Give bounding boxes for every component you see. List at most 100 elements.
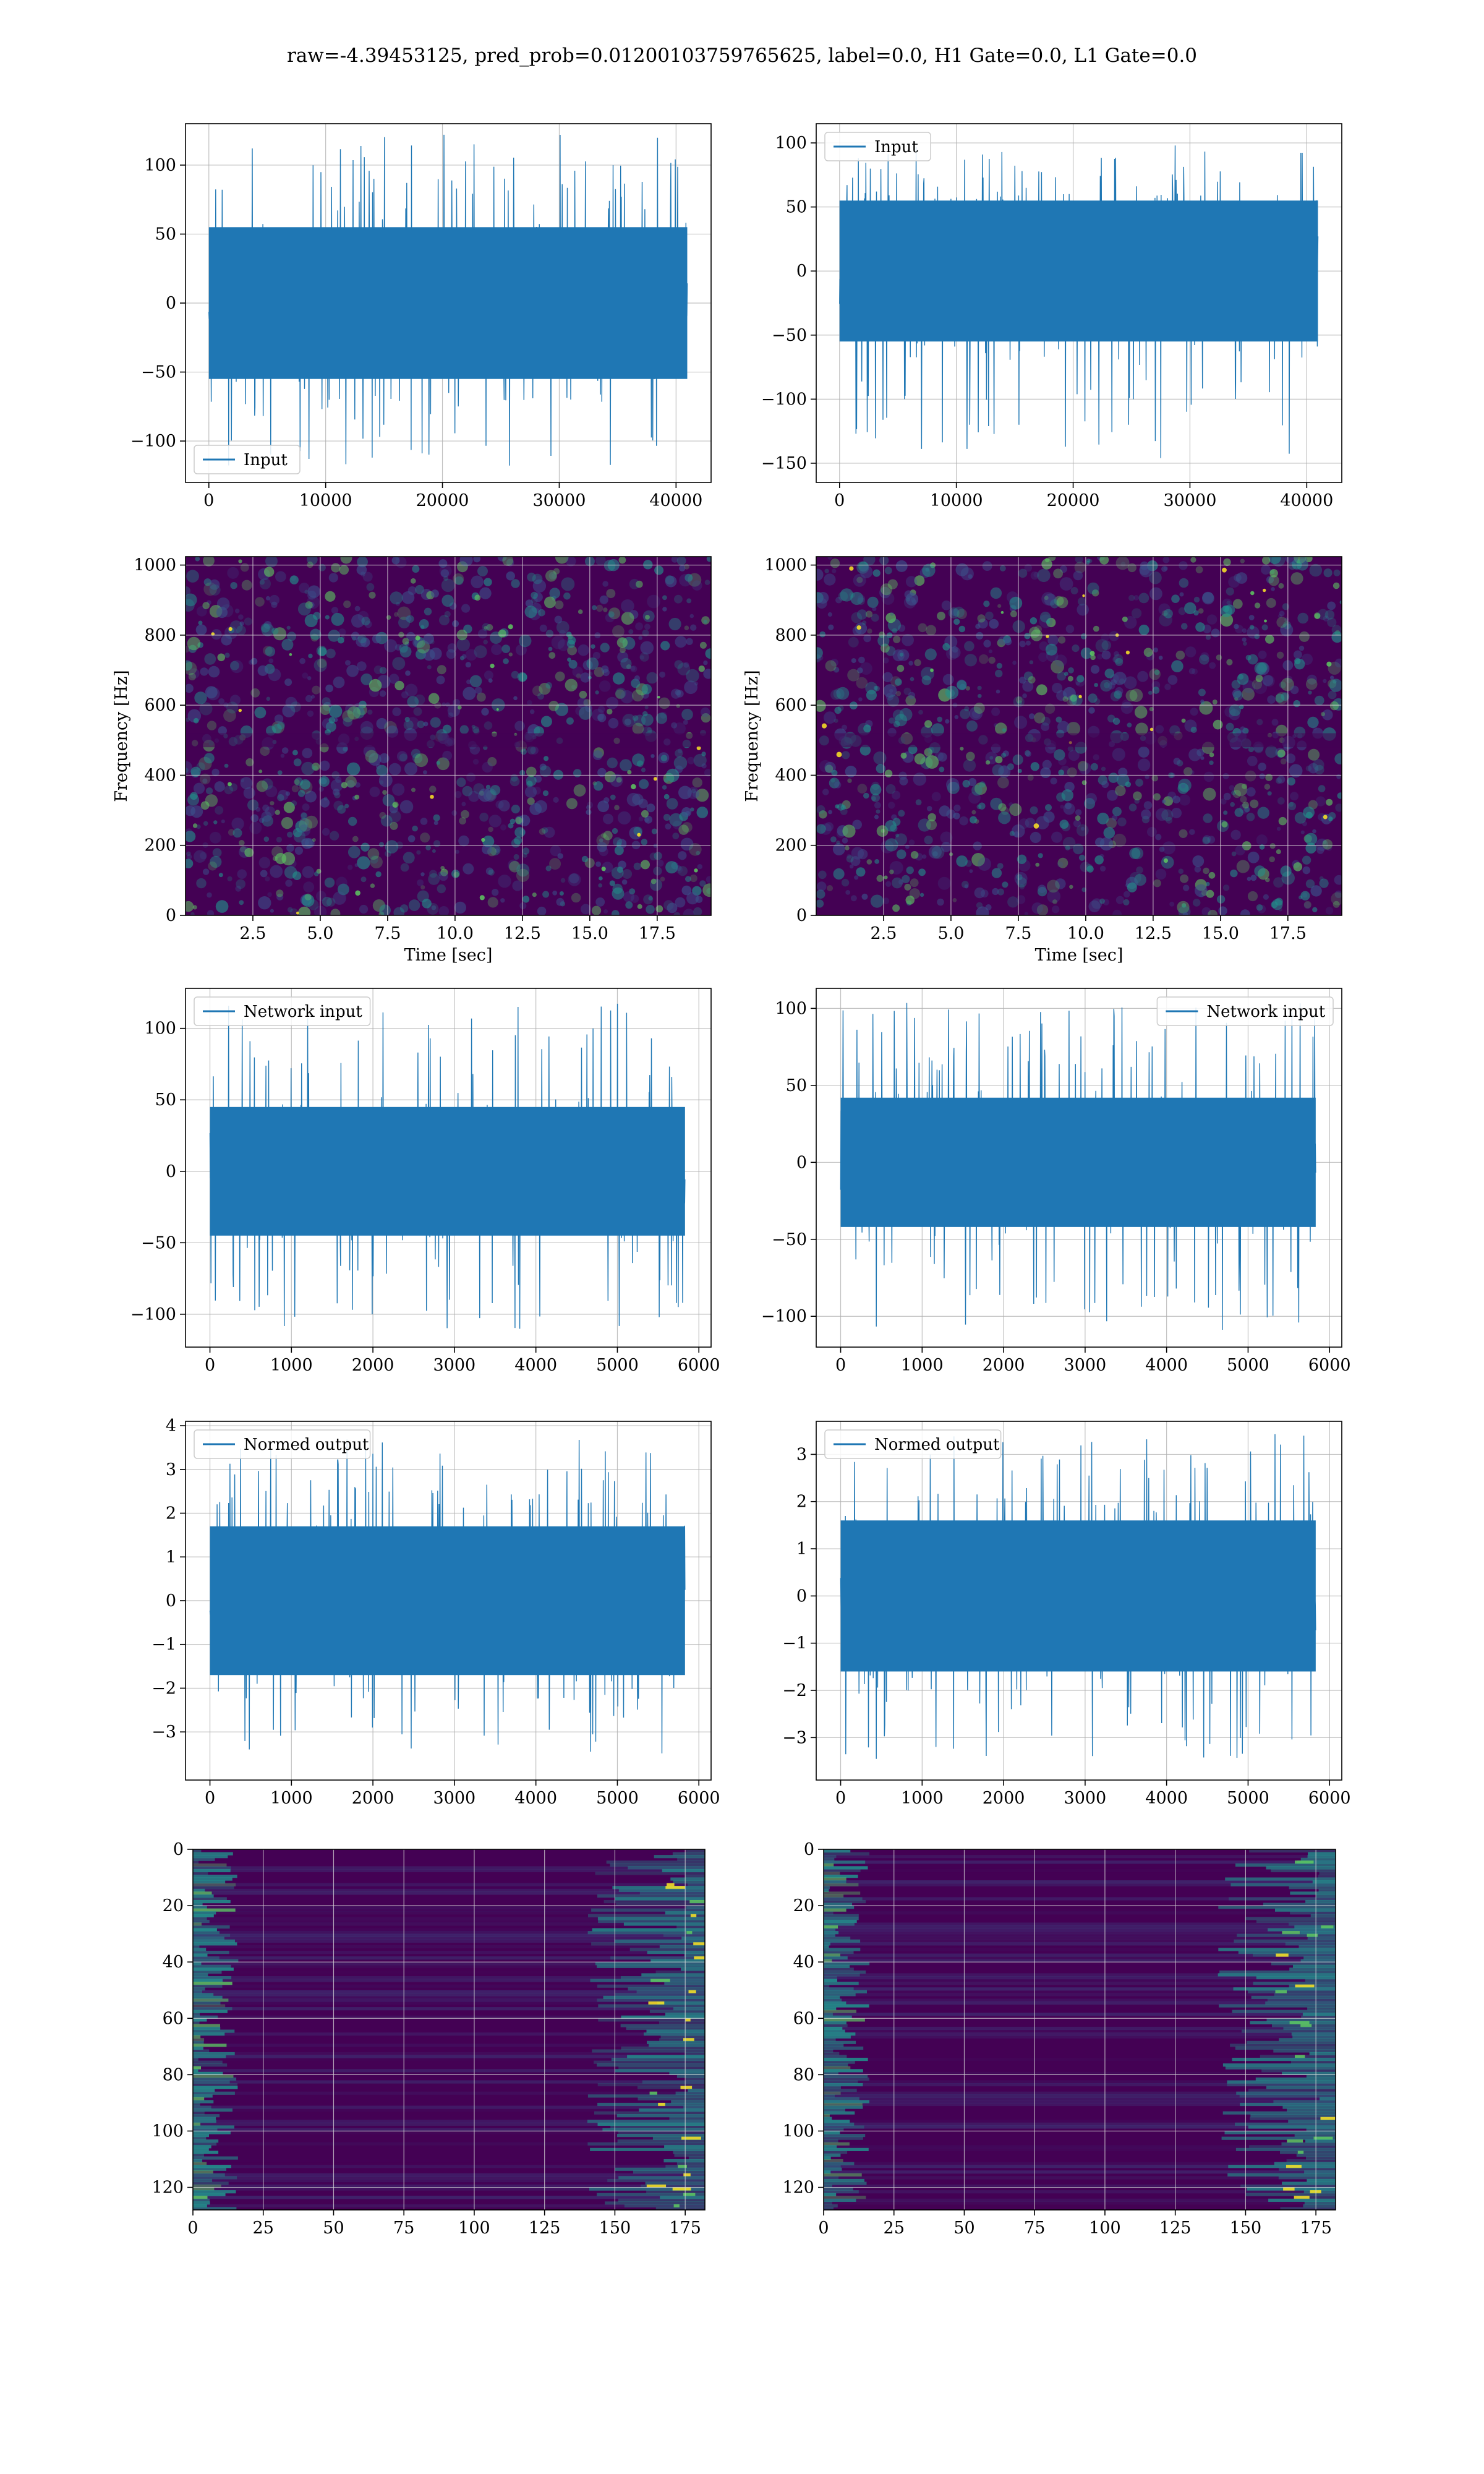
x-tick-label: 5000 bbox=[596, 1789, 639, 1808]
feature_map_left-frame bbox=[192, 1849, 706, 2211]
y-tick-label: 50 bbox=[155, 1090, 176, 1110]
input_right-legend: Input bbox=[824, 132, 931, 161]
network_input_right-signal-band bbox=[840, 1097, 1316, 1227]
x-tick-label: 6000 bbox=[678, 1356, 720, 1375]
x-tick-label: 150 bbox=[1230, 2219, 1262, 2238]
y-tick-label: 0 bbox=[796, 1153, 807, 1172]
x-tick-label: 4000 bbox=[1145, 1356, 1188, 1375]
y-tick-label: 3 bbox=[166, 1460, 176, 1479]
x-tick-label: 20000 bbox=[416, 491, 469, 510]
y-tick-label: 0 bbox=[166, 906, 176, 925]
legend-frame bbox=[194, 996, 371, 1026]
x-tick-label: 30000 bbox=[1163, 491, 1216, 510]
x-tick-label: 1000 bbox=[901, 1356, 944, 1375]
x-tick-label: 6000 bbox=[1308, 1789, 1351, 1808]
x-tick-label: 5000 bbox=[1227, 1789, 1269, 1808]
y-tick-label: 0 bbox=[796, 1586, 807, 1606]
y-tick-label: 2 bbox=[796, 1492, 807, 1512]
x-tick-label: 25 bbox=[253, 2219, 274, 2238]
axes-feature_map_right: 0 25 50 75 100 125 150 175 0 20 40 60 80 100 120 bbox=[782, 1840, 1336, 2238]
y-tick-label: 0 bbox=[804, 1840, 814, 1859]
x-tick-label: 0 bbox=[818, 2219, 829, 2238]
x-tick-label: 5.0 bbox=[307, 924, 333, 943]
axes-input_left: 0 10000 20000 30000 40000 −100 −50 0 50 100 Input bbox=[130, 123, 712, 510]
y-tick-label: 100 bbox=[144, 1019, 176, 1038]
x-tick-label: 2000 bbox=[983, 1789, 1025, 1808]
y-tick-label: 0 bbox=[796, 262, 807, 281]
x-tick-label: 15.0 bbox=[1202, 924, 1239, 943]
legend-label: Normed output bbox=[874, 1436, 1000, 1454]
x-tick-label: 7.5 bbox=[374, 924, 401, 943]
x-tick-label: 175 bbox=[669, 2219, 701, 2238]
x-tick-label: 0 bbox=[835, 1789, 846, 1808]
x-tick-label: 4000 bbox=[1145, 1789, 1188, 1808]
y-tick-label: 120 bbox=[151, 2178, 184, 2198]
x-axis-label: Time [sec] bbox=[404, 946, 493, 965]
legend-label: Network input bbox=[244, 1003, 362, 1021]
network_input_right-frame bbox=[816, 988, 1342, 1348]
x-tick-label: 2000 bbox=[983, 1356, 1025, 1375]
x-tick-label: 2000 bbox=[352, 1356, 394, 1375]
spectrogram_right-texture bbox=[816, 557, 1342, 915]
y-tick-label: 600 bbox=[144, 696, 176, 715]
x-tick-label: 125 bbox=[529, 2219, 561, 2238]
legend-frame bbox=[824, 1429, 1002, 1459]
legend-frame bbox=[194, 1429, 371, 1459]
y-tick-label: −1 bbox=[151, 1635, 176, 1654]
y-tick-label: 20 bbox=[163, 1896, 184, 1915]
y-tick-label: 60 bbox=[163, 2009, 184, 2028]
normed_output_left-legend: Normed output bbox=[194, 1429, 371, 1459]
y-tick-label: 0 bbox=[796, 906, 807, 925]
x-tick-label: 6000 bbox=[678, 1789, 720, 1808]
x-tick-label: 5.0 bbox=[937, 924, 964, 943]
x-tick-label: 50 bbox=[953, 2219, 974, 2238]
y-tick-label: −2 bbox=[782, 1681, 807, 1700]
y-tick-label: 4 bbox=[166, 1416, 176, 1436]
network_input_left-frame bbox=[185, 988, 712, 1348]
y-tick-label: 80 bbox=[163, 2065, 184, 2084]
y-tick-label: −100 bbox=[761, 1307, 807, 1326]
input_right-frame bbox=[816, 123, 1342, 483]
x-tick-label: 2000 bbox=[352, 1789, 394, 1808]
network_input_left-legend: Network input bbox=[194, 996, 371, 1026]
y-tick-label: 40 bbox=[163, 1953, 184, 1972]
legend-frame bbox=[194, 445, 301, 474]
x-tick-label: 75 bbox=[1024, 2219, 1045, 2238]
x-tick-label: 3000 bbox=[1064, 1356, 1107, 1375]
y-tick-label: −1 bbox=[782, 1634, 807, 1653]
y-tick-label: 80 bbox=[793, 2065, 814, 2084]
x-tick-label: 2.5 bbox=[239, 924, 266, 943]
x-tick-label: 0 bbox=[205, 1356, 215, 1375]
x-tick-label: 150 bbox=[599, 2219, 631, 2238]
x-tick-label: 50 bbox=[323, 2219, 344, 2238]
axes-normed_output_right: 0 1000 2000 3000 4000 5000 6000 −3 −2 −1 0 1 2 3 Norme… bbox=[782, 1421, 1351, 1808]
y-tick-label: −150 bbox=[761, 454, 807, 473]
y-tick-label: 40 bbox=[793, 1953, 814, 1972]
normed_output_right-signal-band bbox=[840, 1520, 1316, 1672]
x-tick-label: 0 bbox=[835, 1356, 846, 1375]
y-tick-label: 60 bbox=[793, 2009, 814, 2028]
spectrogram_left-frame bbox=[185, 556, 712, 916]
y-tick-label: 100 bbox=[782, 2121, 814, 2141]
x-tick-label: 0 bbox=[834, 491, 845, 510]
y-axis-label: Frequency [Hz] bbox=[112, 670, 131, 802]
x-tick-label: 40000 bbox=[649, 491, 702, 510]
legend-frame bbox=[824, 132, 931, 161]
y-tick-label: 1 bbox=[796, 1539, 807, 1559]
y-tick-label: 1000 bbox=[764, 556, 807, 575]
y-tick-label: 400 bbox=[775, 766, 807, 785]
y-tick-label: −50 bbox=[141, 1233, 176, 1252]
feature_map_right-frame bbox=[823, 1849, 1336, 2211]
x-tick-label: 17.5 bbox=[639, 924, 676, 943]
axes-feature_map_left: 0 25 50 75 100 125 150 175 0 20 40 60 80 100 120 bbox=[151, 1840, 706, 2238]
input_left-signal-band bbox=[208, 227, 688, 379]
y-tick-label: −100 bbox=[130, 432, 176, 451]
input_right-signal-band bbox=[839, 200, 1318, 342]
x-tick-label: 0 bbox=[203, 491, 214, 510]
x-tick-label: 4000 bbox=[514, 1356, 557, 1375]
legend-label: Normed output bbox=[244, 1436, 369, 1454]
x-tick-label: 30000 bbox=[532, 491, 586, 510]
spectrogram_left-texture bbox=[186, 557, 711, 915]
y-tick-label: 100 bbox=[151, 2121, 184, 2141]
x-tick-label: 6000 bbox=[1308, 1356, 1351, 1375]
